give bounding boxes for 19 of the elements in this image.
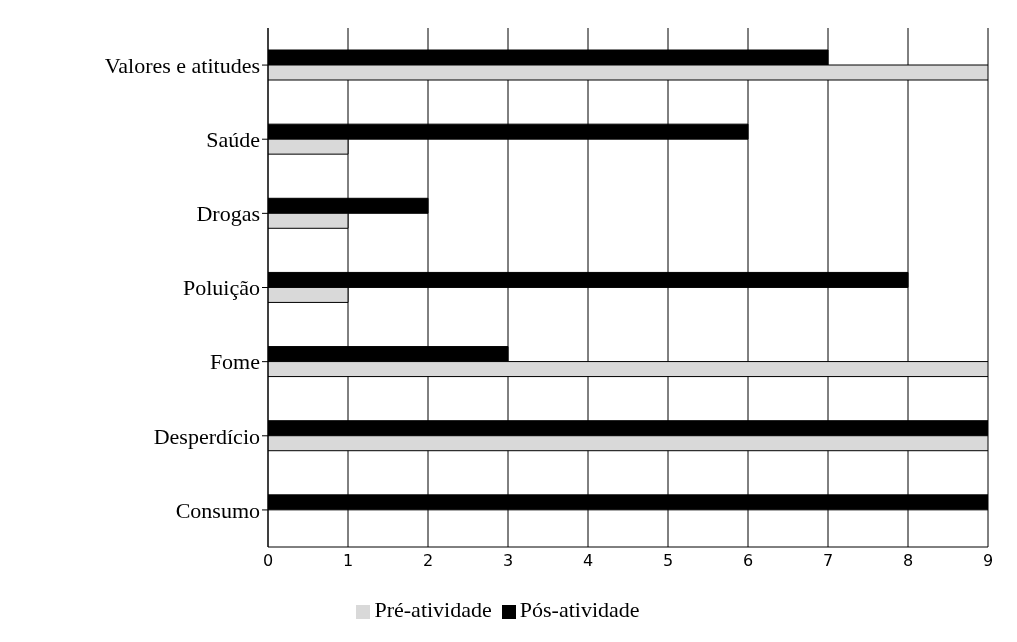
x-tick-label: 9 [982,551,994,571]
legend-label: Pós-atividade [519,597,640,622]
y-tick-label: Drogas [196,201,260,227]
y-tick-label: Poluição [183,275,260,301]
x-tick-label: 1 [342,551,354,571]
y-tick-label: Fome [209,349,260,375]
x-tick-label: 5 [662,551,674,571]
y-tick-label: Consumo [175,497,260,523]
x-tick-label: 8 [902,551,914,571]
x-tick-label: 0 [262,551,274,571]
y-tick-label: Desperdício [153,423,260,449]
y-tick-label: Saúde [206,127,260,153]
y-tick-label: Valores e atitudes [104,52,260,78]
x-tick-label: 2 [422,551,434,571]
x-tick-label: 4 [582,551,594,571]
x-tick-label: 6 [742,551,754,571]
legend-label: Pré-atividade [374,597,492,622]
x-tick-label: 7 [822,551,834,571]
x-tick-label: 3 [502,551,514,571]
